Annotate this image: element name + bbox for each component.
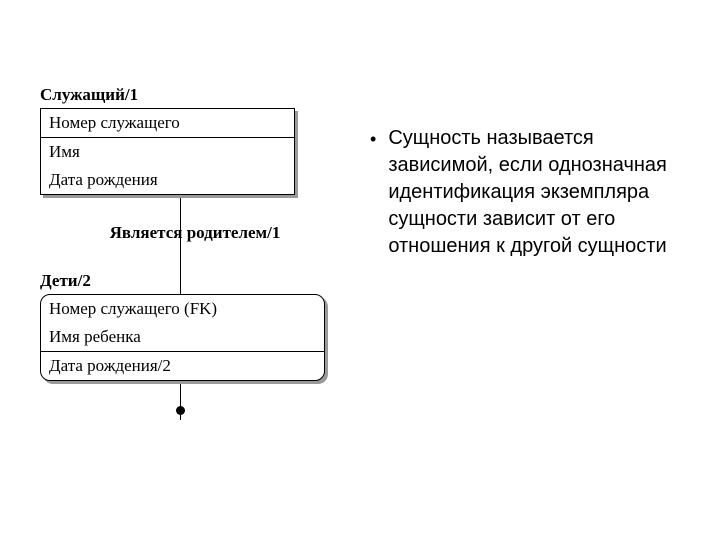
entity-1-attr-0: Имя <box>41 138 294 166</box>
entity-1-title: Служащий/1 <box>40 85 350 105</box>
description-text: Сущность называется зависимой, если одно… <box>388 125 700 260</box>
entity-2-box: Номер служащего (FK) Имя ребенка Дата ро… <box>40 294 325 381</box>
bullet-dot-icon: • <box>370 127 376 151</box>
main-container: Служащий/1 Номер служащего Имя Дата рожд… <box>0 0 720 401</box>
entity-2-pk-0: Номер служащего (FK) <box>41 295 324 323</box>
connector-dot <box>176 406 185 415</box>
entity-2-block: Дети/2 Номер служащего (FK) Имя ребенка … <box>40 271 350 381</box>
entity-1-block: Служащий/1 Номер служащего Имя Дата рожд… <box>40 85 350 195</box>
entity-1-pk: Номер служащего <box>41 109 294 138</box>
description-area: • Сущность называется зависимой, если од… <box>350 85 700 381</box>
diagram-area: Служащий/1 Номер служащего Имя Дата рожд… <box>40 85 350 381</box>
entity-1-box: Номер служащего Имя Дата рождения <box>40 108 295 195</box>
entity-2-pk-1: Имя ребенка <box>41 323 324 352</box>
entity-2-attr-0: Дата рождения/2 <box>41 352 324 380</box>
relationship-label: Является родителем/1 <box>40 223 350 243</box>
entity-2-title: Дети/2 <box>40 271 350 291</box>
entity-1-attr-1: Дата рождения <box>41 166 294 194</box>
bullet-item: • Сущность называется зависимой, если од… <box>370 125 700 260</box>
